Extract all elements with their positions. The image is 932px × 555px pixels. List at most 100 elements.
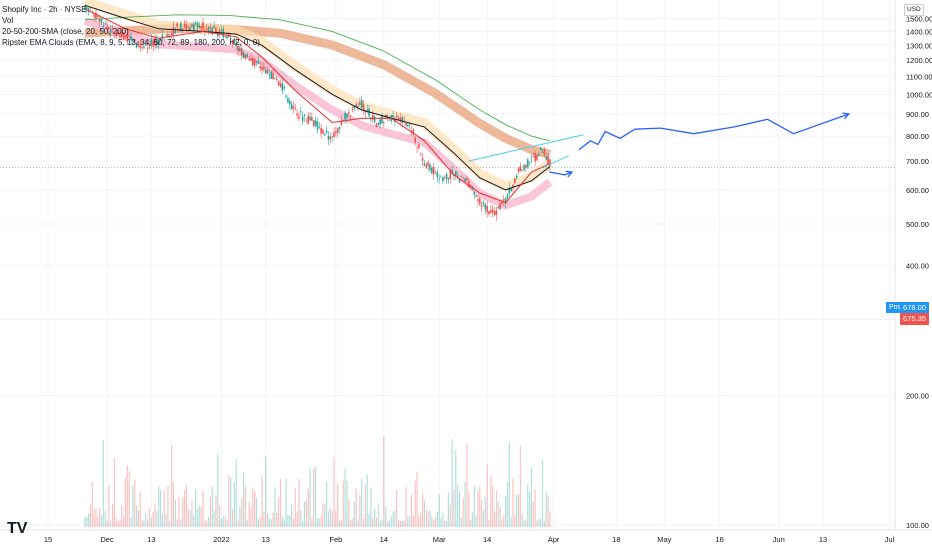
volume-bar xyxy=(457,484,459,527)
candle-body xyxy=(386,115,389,117)
candle-body xyxy=(246,54,249,57)
candle-body xyxy=(340,121,343,125)
candle-body xyxy=(299,111,302,113)
legend-sma[interactable]: 20-50-200-SMA (close, 20, 50, 200) xyxy=(2,27,129,36)
volume-bar xyxy=(436,511,438,527)
volume-bar xyxy=(355,488,357,527)
volume-bar xyxy=(274,486,276,527)
volume-bar xyxy=(130,518,132,527)
candle-body xyxy=(198,25,201,28)
volume-bar xyxy=(501,519,503,527)
volume-bar xyxy=(294,488,296,527)
candle-body xyxy=(434,171,437,172)
candle-body xyxy=(331,136,333,137)
candle-body xyxy=(346,113,348,118)
volume-bar xyxy=(178,497,180,527)
volume-bar xyxy=(460,517,462,527)
y-tick-label: 400.00 xyxy=(906,262,929,271)
volume-bar xyxy=(497,501,499,527)
volume-bar xyxy=(399,520,402,527)
volume-bar xyxy=(372,517,374,527)
volume-bar xyxy=(375,517,378,527)
volume-bar xyxy=(272,512,274,527)
candle-body xyxy=(431,168,433,174)
candle-body xyxy=(547,156,549,165)
volume-bar xyxy=(115,518,117,527)
volume-bar xyxy=(421,493,424,527)
candle-body xyxy=(442,177,444,182)
candle-body xyxy=(519,166,522,172)
candle-body xyxy=(85,7,88,10)
volume-bar xyxy=(445,520,448,527)
volume-bar xyxy=(171,445,173,527)
candle-body xyxy=(231,40,234,45)
candle-body xyxy=(362,104,365,111)
candle-body xyxy=(167,34,169,37)
volume-bar xyxy=(379,520,381,527)
volume-bar xyxy=(490,476,492,527)
candle-body xyxy=(132,40,134,42)
legend-ema-clouds[interactable]: Ripster EMA Clouds (EMA, 8, 9, 5, 13, 34… xyxy=(2,38,260,47)
candle-body xyxy=(454,171,457,176)
volume-bar xyxy=(87,513,90,527)
candle-body xyxy=(423,162,426,166)
currency-button[interactable]: USD xyxy=(904,4,924,16)
candle-body xyxy=(517,168,520,172)
volume-bar xyxy=(359,494,361,527)
candle-body xyxy=(163,39,166,40)
volume-bar xyxy=(517,494,520,527)
candle-body xyxy=(392,115,394,118)
volume-bar xyxy=(394,510,396,527)
candle-body xyxy=(200,26,202,29)
candle-body xyxy=(460,175,463,177)
candle-body xyxy=(497,206,500,209)
volume-bar xyxy=(261,475,263,527)
volume-bar xyxy=(370,487,372,527)
volume-bar xyxy=(383,435,385,527)
volume-bar xyxy=(429,510,431,527)
volume-bar xyxy=(285,479,287,527)
candle-body xyxy=(211,27,214,35)
volume-bar xyxy=(91,481,93,527)
volume-bar xyxy=(86,516,88,527)
candle-body xyxy=(237,45,239,51)
volume-bar xyxy=(185,485,187,527)
legend-symbol[interactable]: Shopify Inc · 2h · NYSE xyxy=(2,5,87,14)
candle-body xyxy=(432,166,435,175)
candle-body xyxy=(130,36,132,41)
volume-bar xyxy=(412,516,414,527)
candle-body xyxy=(371,114,374,120)
candle-body xyxy=(312,120,315,127)
volume-bar xyxy=(541,459,544,527)
volume-bar xyxy=(538,517,540,527)
legend-volume[interactable]: Vol xyxy=(2,16,14,25)
volume-bar xyxy=(281,516,283,527)
candle-body xyxy=(261,66,263,71)
candle-body xyxy=(486,206,488,213)
candle-body xyxy=(215,28,217,33)
candle-body xyxy=(122,32,125,40)
volume-bar xyxy=(156,510,158,527)
volume-bar xyxy=(278,497,280,527)
volume-bar xyxy=(414,480,416,527)
volume-bar xyxy=(545,491,547,527)
candle-body xyxy=(95,12,97,20)
candle-body xyxy=(445,173,448,179)
volume-bar xyxy=(302,520,304,527)
candle-body xyxy=(143,46,145,48)
candle-body xyxy=(458,179,461,183)
candle-body xyxy=(521,169,524,171)
candle-body xyxy=(187,26,190,28)
volume-bar xyxy=(106,520,108,527)
candle-body xyxy=(268,74,271,76)
volume-bar xyxy=(534,489,536,527)
volume-bar xyxy=(466,443,468,527)
volume-bar xyxy=(126,465,128,527)
volume-bar xyxy=(290,504,293,527)
candle-body xyxy=(320,128,322,134)
volume-bar xyxy=(134,479,136,527)
candle-body xyxy=(480,204,483,207)
volume-bar xyxy=(540,519,542,527)
volume-bar xyxy=(143,520,145,527)
candle-body xyxy=(109,29,112,33)
